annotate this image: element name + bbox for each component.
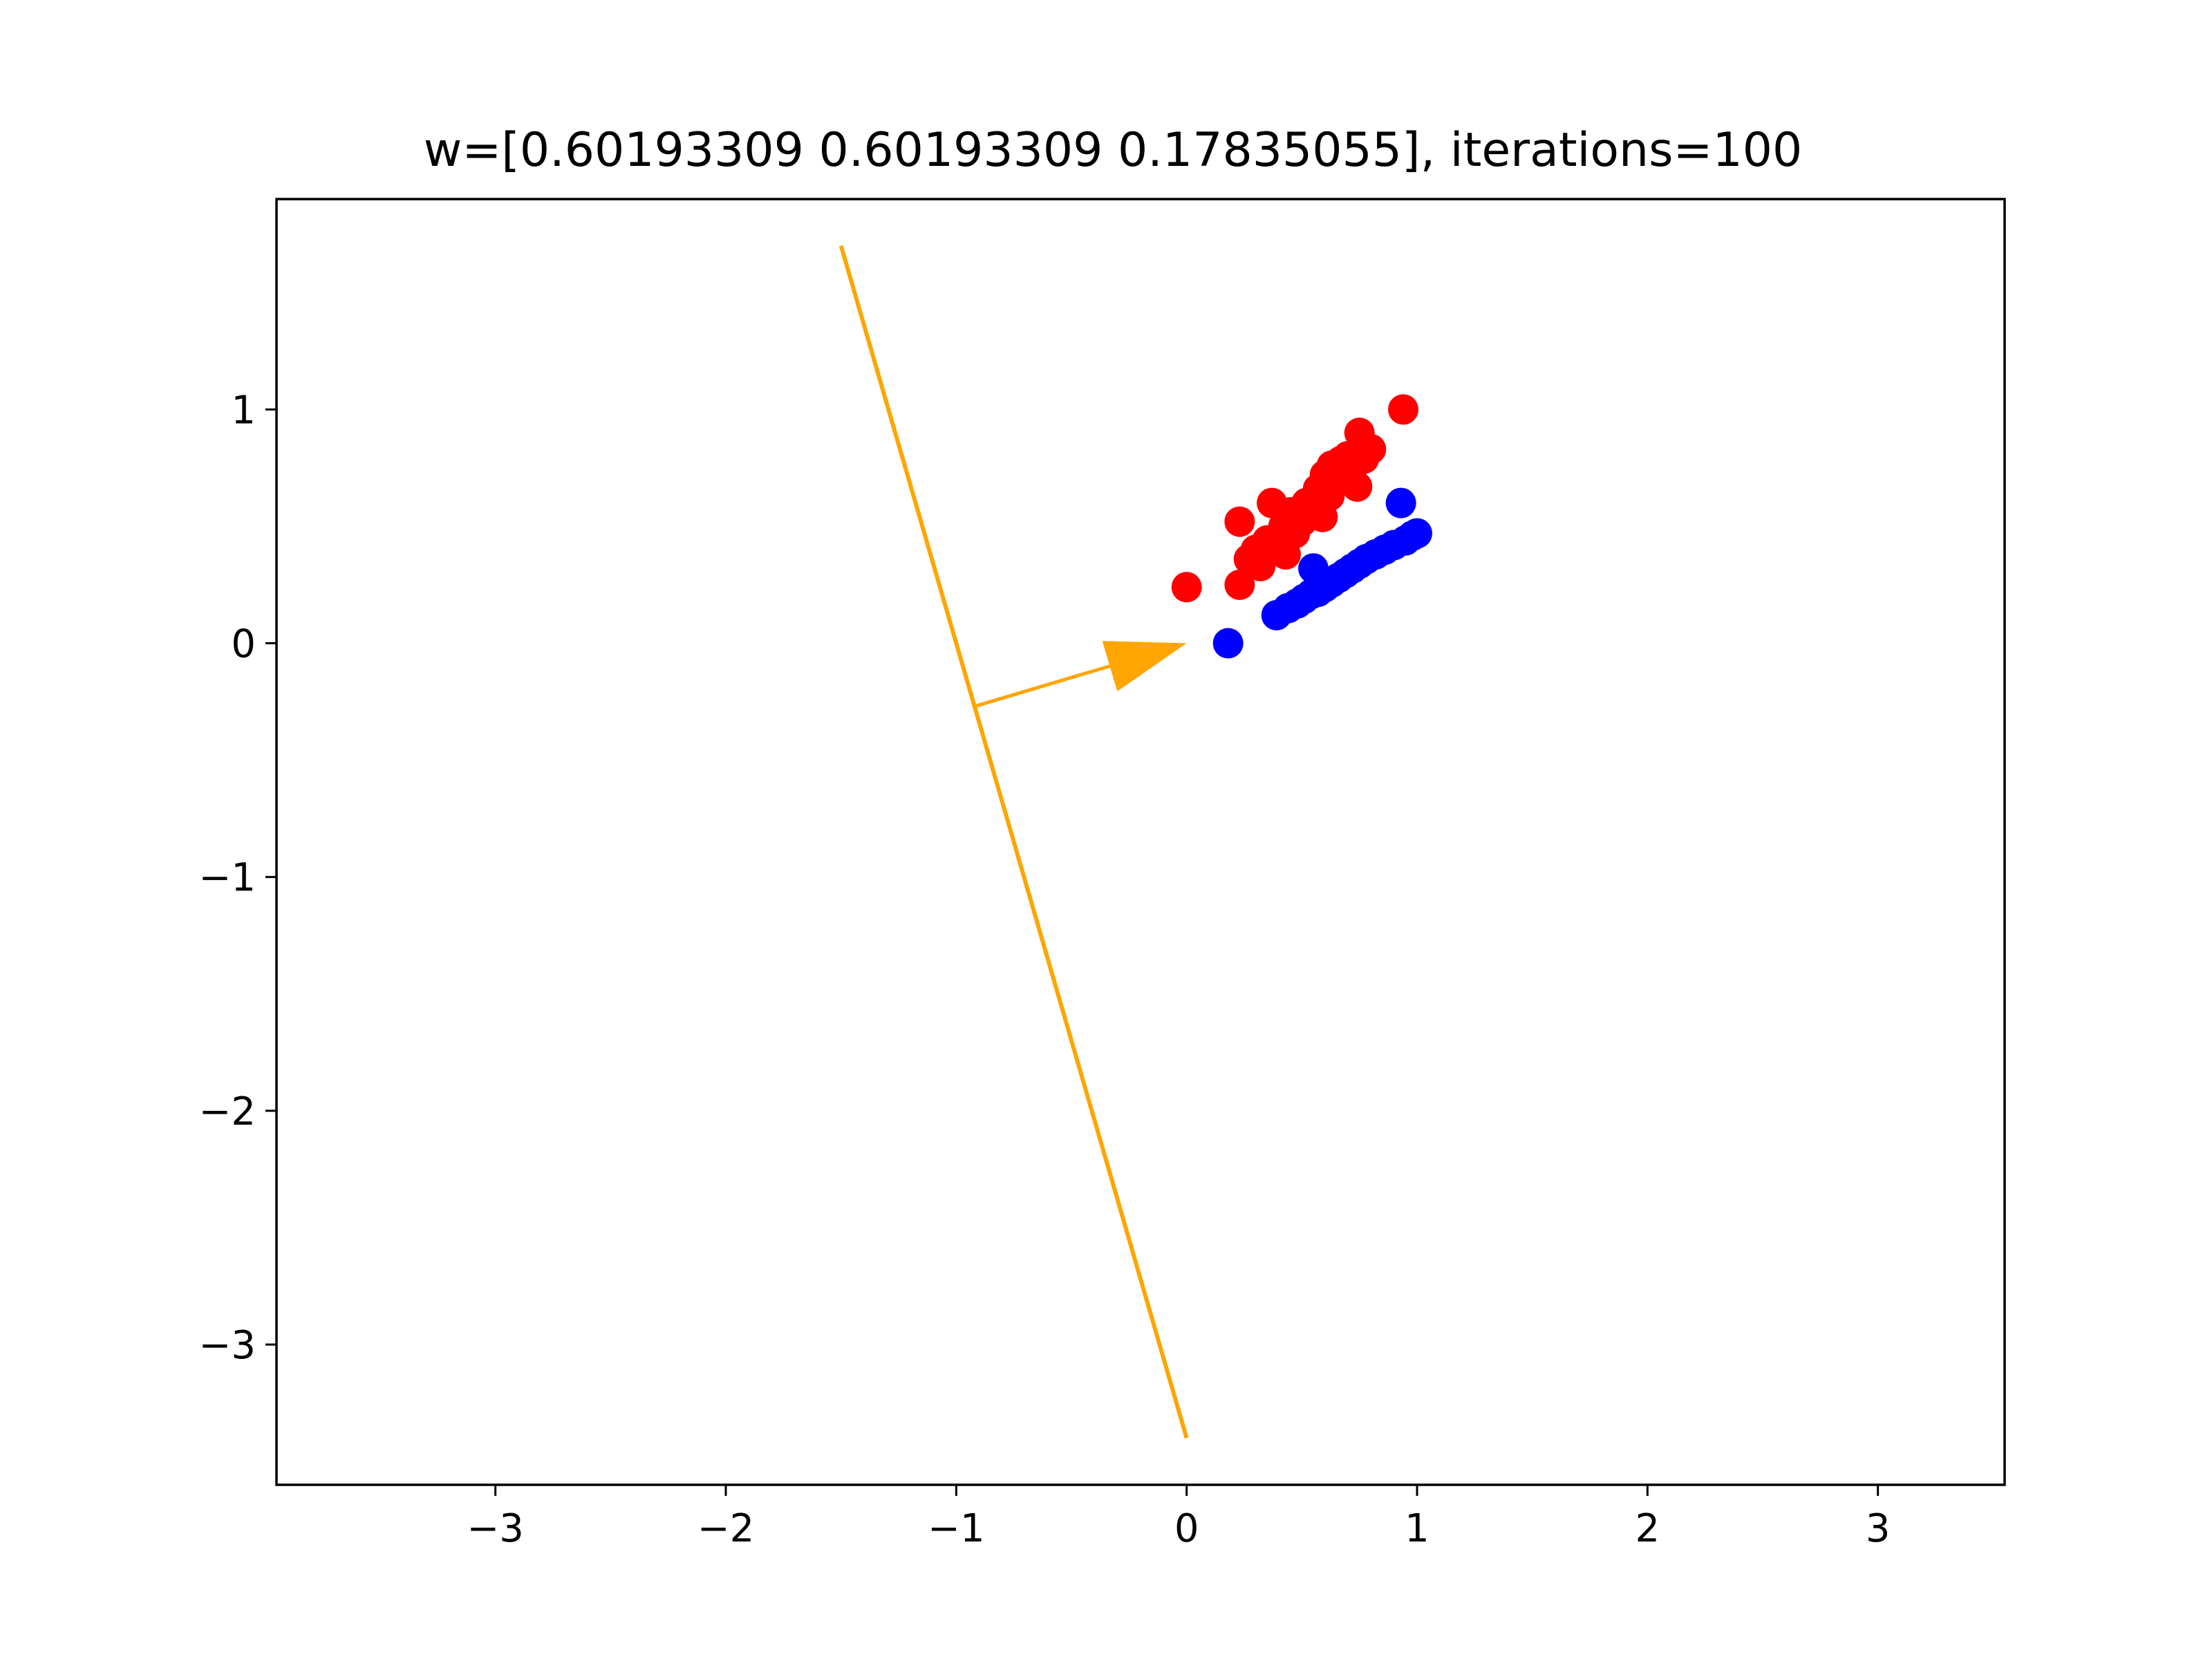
x-tick-label: 3 [1866,1506,1891,1551]
decision-boundary-line [838,245,1189,1439]
x-tick-label: −3 [467,1506,524,1551]
y-tick-label: −2 [198,1089,256,1134]
chart-title: w=[0.60193309 0.60193309 0.17835055], it… [424,123,1803,178]
scatter-point [1171,572,1202,603]
y-tick-label: −1 [198,856,256,901]
scatter-point [1385,487,1416,518]
axes-frame [275,198,2006,1486]
normal-arrow-shaft [974,664,1111,709]
scatter-point [1388,394,1418,425]
x-tick-label: 0 [1174,1506,1199,1551]
plot-area [838,245,1432,1439]
normal-arrow-head [1102,641,1187,692]
y-tick-label: 0 [231,622,256,667]
scatter-series-2 [1212,487,1432,659]
x-tick-label: −2 [697,1506,755,1551]
x-axis: −3 −2 −1 0 1 2 3 [467,1485,1890,1551]
x-tick-label: 1 [1405,1506,1430,1551]
scatter-point [1224,506,1255,537]
x-tick-label: −1 [928,1506,985,1551]
scatter-series-1 [1171,394,1418,603]
scatter-point [1212,628,1244,659]
y-axis: −3 −2 −1 0 1 [198,388,276,1368]
scatter-point [1245,550,1276,581]
x-tick-label: 2 [1635,1506,1660,1551]
y-tick-label: −3 [198,1323,256,1368]
scatter-point [1356,433,1387,465]
scatter-point [1342,471,1373,502]
scatter-point [1224,570,1255,600]
scatter-point [1402,518,1432,549]
y-tick-label: 1 [231,388,256,433]
scatter-point [1293,492,1324,523]
